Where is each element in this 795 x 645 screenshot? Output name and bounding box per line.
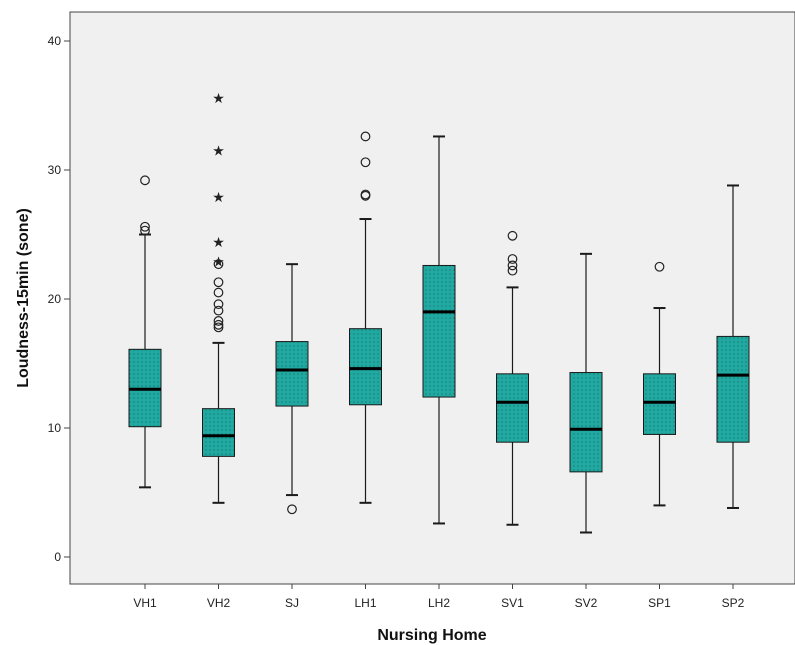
y-tick-label: 40 xyxy=(48,34,62,48)
outlier-point xyxy=(213,287,224,298)
outlier-point xyxy=(507,260,518,271)
iqr-box xyxy=(569,372,603,473)
outlier-point xyxy=(213,316,224,326)
extreme-point: ★ xyxy=(212,235,225,251)
outlier-point xyxy=(360,189,371,200)
outlier-point xyxy=(287,504,297,515)
box-group-vh1 xyxy=(128,175,162,489)
x-tick-label: SV1 xyxy=(501,596,524,610)
outlier-point xyxy=(507,265,518,276)
x-tick-label: SV2 xyxy=(575,596,598,610)
outlier-point xyxy=(213,319,224,330)
box-group-lh1 xyxy=(349,131,382,504)
y-axis: 0 10 20 30 40 xyxy=(48,34,70,564)
outlier-point xyxy=(507,254,518,264)
outlier-point xyxy=(360,157,371,168)
outlier-point xyxy=(213,305,224,316)
x-tick-label: LH2 xyxy=(428,596,450,610)
x-tick-label: VH2 xyxy=(207,596,231,610)
box-group-sj xyxy=(275,263,309,515)
x-tick-label: SP2 xyxy=(722,596,745,610)
outlier-point xyxy=(213,259,224,270)
outlier-point xyxy=(140,221,150,232)
box-group-sp1 xyxy=(643,261,676,507)
extreme-point: ★ xyxy=(212,255,225,271)
boxes-layer: ★ ★ ★ ★ ★ xyxy=(128,91,750,534)
x-tick-label: SP1 xyxy=(648,596,671,610)
iqr-box xyxy=(496,373,529,443)
box-group-sv1 xyxy=(496,230,529,526)
x-axis-title: Nursing Home xyxy=(377,627,486,644)
y-tick-label: 20 xyxy=(48,292,62,306)
iqr-box xyxy=(716,335,750,443)
extreme-point: ★ xyxy=(212,144,225,160)
iqr-box xyxy=(422,264,456,398)
extreme-point: ★ xyxy=(212,91,225,107)
x-tick-label: VH1 xyxy=(133,596,157,610)
outlier-point xyxy=(140,225,150,236)
x-tick-label: SJ xyxy=(285,596,299,610)
iqr-box xyxy=(643,373,676,435)
outlier-point xyxy=(360,131,371,142)
outlier-point xyxy=(507,230,518,241)
y-tick-label: 10 xyxy=(48,421,62,435)
extreme-point: ★ xyxy=(212,190,225,206)
y-tick-label: 30 xyxy=(48,163,62,177)
outlier-point xyxy=(654,261,665,272)
outlier-point xyxy=(213,299,224,310)
outlier-point xyxy=(140,175,150,186)
outlier-point xyxy=(213,322,224,333)
y-tick-label: 0 xyxy=(54,550,61,564)
y-axis-title: Loudness-15min (sone) xyxy=(15,208,32,388)
x-axis: VH1 VH2 SJ LH1 LH2 SV1 SV2 SP1 SP2 xyxy=(133,584,745,610)
iqr-box xyxy=(349,328,382,406)
box-group-sp2 xyxy=(716,184,750,509)
box-group-sv2 xyxy=(569,252,603,534)
iqr-box xyxy=(275,341,309,407)
x-tick-label: LH1 xyxy=(354,596,376,610)
box-group-lh2 xyxy=(422,135,456,525)
box-group-vh2: ★ ★ ★ ★ ★ xyxy=(202,91,235,504)
outlier-point xyxy=(213,277,224,288)
iqr-box xyxy=(202,408,235,457)
